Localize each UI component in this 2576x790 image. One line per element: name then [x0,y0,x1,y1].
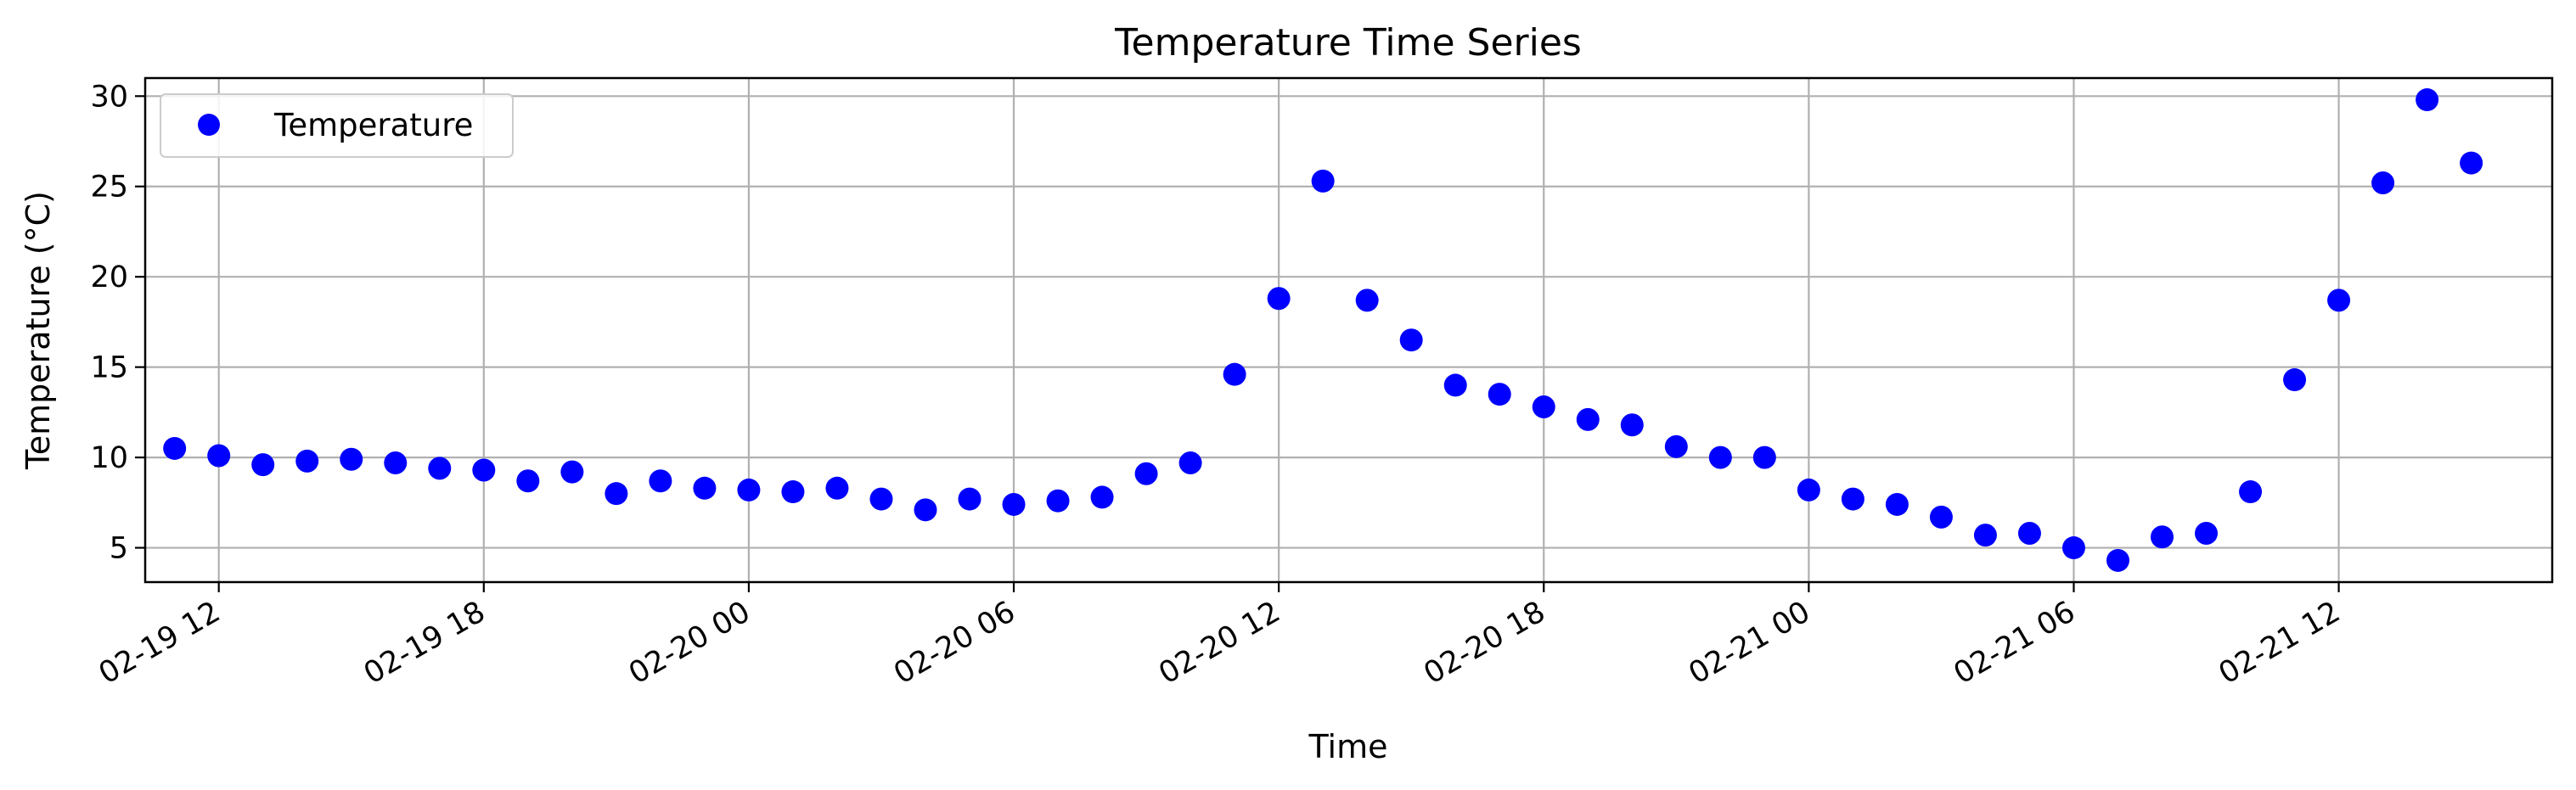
chart-title: Temperature Time Series [1114,21,1582,64]
data-point [1532,395,1555,418]
data-point [2416,88,2439,112]
data-point [1002,492,1026,516]
data-points [163,88,2483,572]
data-point [2371,171,2395,194]
data-point [1620,413,1644,437]
data-point [605,482,628,506]
y-tick-label: 15 [90,351,128,385]
data-point [1488,383,1511,406]
data-point [251,453,275,477]
data-point [1223,362,1246,386]
data-point [1267,287,1291,311]
data-point [1443,373,1467,397]
data-point [207,444,231,468]
data-point [1708,445,1732,469]
legend: Temperature [160,93,514,158]
data-point [1929,505,1953,529]
data-point [2239,480,2263,504]
legend-box [160,93,514,158]
data-point [2106,548,2129,572]
data-point [825,476,849,500]
data-point [2327,289,2351,312]
y-tick-label: 5 [110,532,128,566]
data-point [295,449,319,473]
data-point [958,487,981,511]
y-tick-label: 20 [90,261,128,294]
data-point [2017,522,2041,546]
x-axis-label: Time [1308,728,1388,765]
data-point [1090,485,1114,509]
data-point [2195,522,2219,546]
data-point [1355,289,1379,312]
data-point [1797,478,1820,501]
data-point [516,469,540,493]
data-point [1841,487,1865,511]
data-point [649,469,672,493]
data-point [2151,525,2174,549]
data-point [1664,434,1688,458]
data-point [472,458,496,482]
legend-label: Temperature [273,107,473,143]
data-point [1885,492,1909,516]
data-point [869,487,893,511]
data-point [781,480,805,504]
data-point [560,460,584,484]
data-point [1134,462,1158,485]
data-point [340,447,363,471]
data-point [1752,445,1776,469]
data-point [1046,489,1070,513]
data-point [1973,524,1997,547]
data-point [2460,151,2483,175]
data-point [163,436,187,460]
data-point [1399,328,1423,352]
data-point [1178,451,1202,474]
data-point [428,457,452,480]
legend-marker [198,114,220,136]
data-point [2283,368,2307,392]
data-point [1576,407,1600,431]
data-point [384,451,408,474]
data-point [2061,536,2085,560]
data-point [1311,169,1335,193]
data-point [693,476,717,500]
data-point [914,498,937,522]
y-tick-label: 30 [90,80,128,114]
data-point [737,478,761,501]
y-tick-label: 10 [90,441,128,475]
plot-area [143,76,2554,584]
grid-lines [145,78,2552,582]
y-tick-label: 25 [90,171,128,205]
y-axis-label: Temperature (°C) [20,191,57,470]
